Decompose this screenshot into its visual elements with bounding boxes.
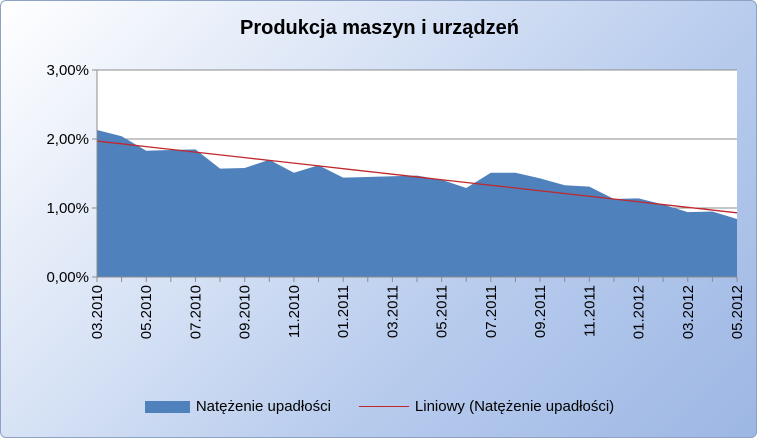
x-tick-label-9: 09.2011 (532, 285, 549, 338)
area-series (97, 130, 737, 277)
legend: Natężenie upadłości Liniowy (Natężenie u… (1, 398, 756, 415)
x-tick-label-8: 07.2011 (483, 285, 500, 338)
x-tick-label-5: 01.2011 (335, 285, 352, 338)
legend-label-area: Natężenie upadłości (195, 398, 331, 415)
y-tick-label-2: 1,00% (46, 200, 89, 217)
legend-swatch-area (144, 400, 190, 413)
legend-label-trend: Liniowy (Natężenie upadłości) (414, 398, 615, 415)
x-tick-label-7: 05.2011 (434, 285, 451, 338)
x-tick-label-12: 03.2012 (680, 285, 697, 339)
trendline-series (96, 140, 738, 214)
legend-swatch-trend (358, 406, 409, 407)
x-tick-label-1: 05.2010 (138, 285, 155, 339)
x-tick-label-11: 01.2012 (631, 285, 648, 339)
y-tick-label-0: 3,00% (46, 62, 89, 79)
x-tick-label-13: 05.2012 (729, 285, 746, 339)
y-tick-label-1: 2,00% (46, 131, 89, 148)
legend-item-area: Natężenie upadłości (144, 398, 331, 415)
x-tick-label-3: 09.2010 (237, 285, 254, 339)
y-tick-label-3: 0,00% (46, 269, 89, 286)
x-tick-label-10: 11.2011 (581, 285, 598, 337)
x-tick-label-2: 07.2010 (187, 285, 204, 339)
x-tick-label-6: 03.2011 (384, 285, 401, 338)
legend-item-trend: Liniowy (Natężenie upadłości) (358, 398, 615, 415)
chart-title: Produkcja maszyn i urządzeń (240, 17, 519, 39)
x-tick-label-0: 03.2010 (89, 285, 106, 339)
x-tick-label-4: 11.2010 (286, 285, 303, 338)
